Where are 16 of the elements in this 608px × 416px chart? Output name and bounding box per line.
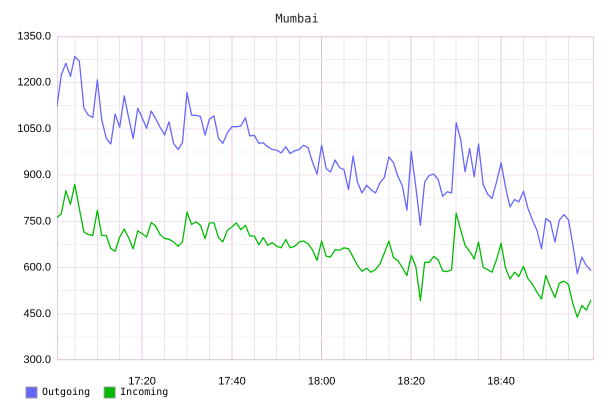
y-tick-label: 600.0 — [23, 262, 51, 274]
y-tick-label: 450.0 — [23, 308, 51, 320]
legend-label: Incoming — [120, 387, 168, 398]
x-tick-label: 18:20 — [397, 376, 425, 388]
y-tick-label: 1050.0 — [17, 122, 51, 135]
y-tick-label: 750.0 — [23, 215, 51, 228]
x-tick-label: 18:00 — [308, 376, 336, 388]
x-tick-label: 18:40 — [487, 376, 515, 388]
legend-label: Outgoing — [42, 387, 90, 398]
y-tick-label: 900.0 — [23, 169, 51, 182]
x-tick-label: 17:20 — [128, 376, 156, 388]
chart-title: Mumbai — [275, 11, 319, 26]
y-tick-label: 1200.0 — [17, 76, 51, 89]
y-tick-label: 300.0 — [23, 354, 51, 366]
y-tick-label: 1350.0 — [17, 30, 51, 42]
x-tick-label: 17:40 — [218, 376, 246, 388]
